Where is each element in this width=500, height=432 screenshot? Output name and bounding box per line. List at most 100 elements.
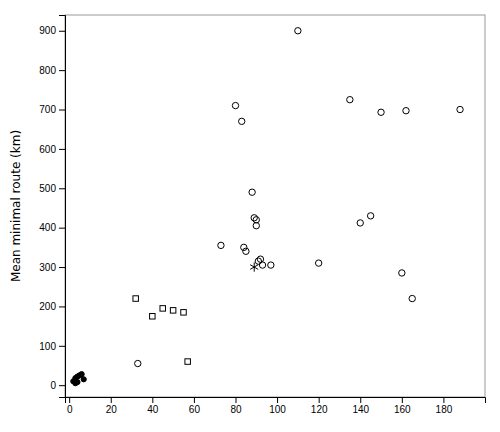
open-circle xyxy=(241,244,247,250)
x-tick: 20 xyxy=(106,397,118,415)
y-tick: 300 xyxy=(39,262,65,273)
x-tick-label: 20 xyxy=(106,404,118,415)
x-tick: 120 xyxy=(311,397,328,415)
y-tick: 900 xyxy=(39,25,65,36)
series xyxy=(71,372,87,386)
x-tick-mark xyxy=(152,397,153,403)
y-tick-label: 500 xyxy=(39,183,56,194)
x-tick-label: 120 xyxy=(311,404,328,415)
open-circle xyxy=(315,260,321,266)
x-tick-mark xyxy=(111,397,112,403)
open-circle xyxy=(239,118,245,124)
x-tick-label: 100 xyxy=(269,404,286,415)
x-tick: 100 xyxy=(269,397,286,415)
x-tick-mark xyxy=(402,397,403,403)
x-tick: 0 xyxy=(67,397,73,415)
y-tick: 600 xyxy=(39,144,65,155)
x-tick-label: 140 xyxy=(352,404,369,415)
plot-frame xyxy=(65,15,485,397)
open-square xyxy=(133,296,139,302)
x-tick-label: 40 xyxy=(147,404,159,415)
chart: 0 20 40 60 80 100 120 140 160 180 0 100 200 300 400 500… xyxy=(0,0,500,432)
x-tick-label: 0 xyxy=(67,404,73,415)
y-tick-label: 600 xyxy=(39,144,56,155)
x-tick: 180 xyxy=(436,397,453,415)
series xyxy=(135,28,464,367)
y-tick-label: 0 xyxy=(50,380,56,391)
x-tick-mark xyxy=(69,397,70,403)
x-tick: 80 xyxy=(230,397,242,415)
open-circle xyxy=(135,360,141,366)
y-axis: 0 100 200 300 400 500 600 700 800 900 xyxy=(39,16,65,398)
y-tick-mark xyxy=(59,70,65,71)
x-tick: 60 xyxy=(189,397,201,415)
y-tick: 100 xyxy=(39,341,65,352)
y-tick-label: 200 xyxy=(39,301,56,312)
y-tick-label: 900 xyxy=(39,25,56,36)
y-tick-mark xyxy=(59,228,65,229)
open-circle xyxy=(399,270,405,276)
filled-circle xyxy=(75,379,80,384)
open-circle xyxy=(295,28,301,34)
y-tick-label: 400 xyxy=(39,222,56,233)
marks xyxy=(71,28,464,386)
open-circle xyxy=(357,220,363,226)
filled-circle xyxy=(81,377,86,382)
y-tick: 700 xyxy=(39,104,65,115)
open-circle xyxy=(232,102,238,108)
y-tick-mark xyxy=(59,149,65,150)
x-axis-line xyxy=(66,398,486,404)
y-tick: 500 xyxy=(39,183,65,194)
open-circle xyxy=(218,242,224,248)
open-circle xyxy=(367,213,373,219)
y-axis-line xyxy=(59,16,66,398)
y-tick-mark xyxy=(59,346,65,347)
x-tick-label: 80 xyxy=(230,404,242,415)
y-tick-mark xyxy=(59,267,65,268)
y-axis-title: Mean minimal route (km) xyxy=(9,130,23,282)
x-tick: 140 xyxy=(352,397,369,415)
x-tick: 160 xyxy=(394,397,411,415)
open-square xyxy=(160,306,166,312)
open-square xyxy=(185,359,191,365)
y-tick: 800 xyxy=(39,65,65,76)
open-circle xyxy=(259,262,265,268)
series xyxy=(250,262,258,271)
y-tick: 400 xyxy=(39,222,65,233)
x-tick-mark xyxy=(235,397,236,403)
x-tick-mark xyxy=(360,397,361,403)
series xyxy=(133,296,190,365)
x-tick: 40 xyxy=(147,397,159,415)
y-tick-mark xyxy=(59,188,65,189)
y-tick: 200 xyxy=(39,301,65,312)
filled-circle xyxy=(79,372,84,377)
x-axis: 0 20 40 60 80 100 120 140 160 180 xyxy=(66,397,486,415)
y-tick-label: 300 xyxy=(39,262,56,273)
y-tick-mark xyxy=(59,110,65,111)
plot: 0 20 40 60 80 100 120 140 160 180 0 100 200 300 400 500… xyxy=(39,15,485,415)
x-tick-mark xyxy=(194,397,195,403)
open-square xyxy=(170,308,176,314)
open-circle xyxy=(457,106,463,112)
y-tick-mark xyxy=(59,306,65,307)
open-circle xyxy=(249,189,255,195)
open-circle xyxy=(253,222,259,228)
y-tick-mark xyxy=(59,31,65,32)
y-tick-label: 800 xyxy=(39,65,56,76)
y-tick: 0 xyxy=(50,380,65,391)
y-tick-label: 700 xyxy=(39,104,56,115)
x-tick-label: 60 xyxy=(189,404,201,415)
asterisk xyxy=(250,262,258,271)
open-circle xyxy=(347,96,353,102)
open-square xyxy=(181,310,187,316)
x-tick-label: 160 xyxy=(394,404,411,415)
y-tick-mark xyxy=(59,385,65,386)
y-tick-label: 100 xyxy=(39,341,56,352)
open-circle xyxy=(378,109,384,115)
x-tick-mark xyxy=(319,397,320,403)
x-tick-mark xyxy=(443,397,444,403)
x-tick-label: 180 xyxy=(436,404,453,415)
open-circle xyxy=(409,295,415,301)
open-square xyxy=(150,314,156,320)
open-circle xyxy=(268,262,274,268)
